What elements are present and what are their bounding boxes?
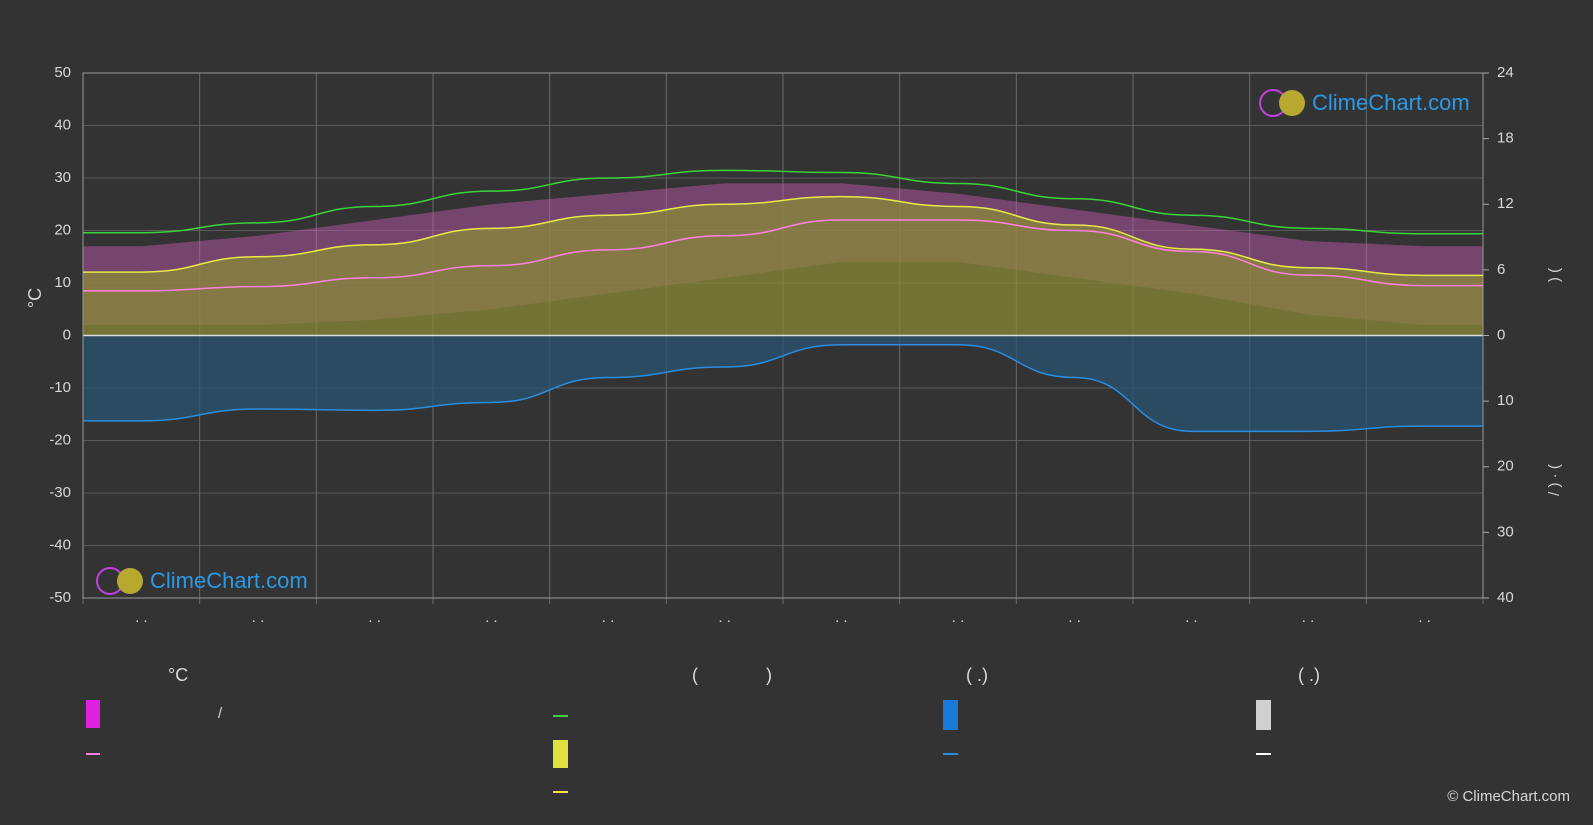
plot-frame xyxy=(82,72,1484,599)
logo-bottom: ClimeChart.com xyxy=(96,567,308,595)
y-tick-label: -20 xyxy=(49,431,71,448)
legend-text: ( xyxy=(692,665,698,685)
y3-axis-title: / ) · ( xyxy=(1546,464,1563,496)
x-tick-label: . . xyxy=(718,609,731,626)
legend-swatch xyxy=(1256,700,1271,730)
legend: °C / ( ) ( .) ( .) xyxy=(86,665,1320,793)
line xyxy=(83,219,1483,292)
y-tick-label: -30 xyxy=(49,484,71,501)
y-tick-label: 10 xyxy=(54,274,71,291)
y-tick-label: 20 xyxy=(54,221,71,238)
y-tick-label: 40 xyxy=(54,116,71,133)
x-tick-label: . . xyxy=(835,609,848,626)
legend-text: ( .) xyxy=(966,665,988,685)
legend-text: ( .) xyxy=(1298,665,1320,685)
y-tick-label: -50 xyxy=(49,589,71,606)
y-tick-label: -10 xyxy=(49,379,71,396)
area xyxy=(83,196,1483,336)
legend-swatch xyxy=(553,740,568,768)
watermark: ClimeChart.com xyxy=(150,568,308,593)
y2-tick-label: 6 xyxy=(1497,261,1505,278)
line xyxy=(83,195,1483,277)
x-tick-label: . . xyxy=(1068,609,1081,626)
y3-tick-label: 40 xyxy=(1497,589,1514,606)
x-tick-label: . . xyxy=(1185,609,1198,626)
y2-tick-label: 18 xyxy=(1497,130,1514,147)
y2-tick-label: 0 xyxy=(1497,326,1505,343)
plot: -50 -40 -30 -20 -10 0 10 20 30 40 50 0 6 12 18 24 10 20 30… xyxy=(49,64,1513,626)
y3-tick-label: 10 xyxy=(1497,392,1514,409)
y2-tick-label: 24 xyxy=(1497,64,1514,81)
y-tick-label: 50 xyxy=(54,64,71,81)
y2-tick-label: 12 xyxy=(1497,195,1514,212)
y2-axis-title: ) ( xyxy=(1546,268,1563,282)
legend-swatch xyxy=(86,700,100,728)
legend-text: ) xyxy=(766,665,772,685)
legend-swatch xyxy=(943,700,958,730)
line xyxy=(83,343,1483,433)
x-tick-label: . . xyxy=(485,609,498,626)
legend-text: °C xyxy=(168,665,188,685)
x-tick-label: . . xyxy=(602,609,615,626)
y-tick-label: 30 xyxy=(54,169,71,186)
logo-sun xyxy=(1279,90,1305,116)
y3-tick-label: 20 xyxy=(1497,458,1514,475)
legend-text: / xyxy=(218,705,223,722)
y-tick-label: -40 xyxy=(49,536,71,553)
x-tick-label: . . xyxy=(368,609,381,626)
x-tick-label: . . xyxy=(1302,609,1315,626)
x-tick-label: . . xyxy=(1418,609,1431,626)
logo-sun xyxy=(117,568,143,594)
x-tick-label: . . xyxy=(952,609,965,626)
y3-tick-label: 30 xyxy=(1497,523,1514,540)
x-tick-label: . . xyxy=(135,609,148,626)
watermark: ClimeChart.com xyxy=(1312,90,1470,115)
copyright: © ClimeChart.com xyxy=(1447,788,1570,805)
y-tick-label: 0 xyxy=(63,326,71,343)
y-axis-title: °C xyxy=(25,288,45,308)
x-tick-label: . . xyxy=(252,609,265,626)
line xyxy=(83,169,1483,235)
area xyxy=(83,335,1483,432)
logo-top: ClimeChart.com xyxy=(1259,89,1470,117)
